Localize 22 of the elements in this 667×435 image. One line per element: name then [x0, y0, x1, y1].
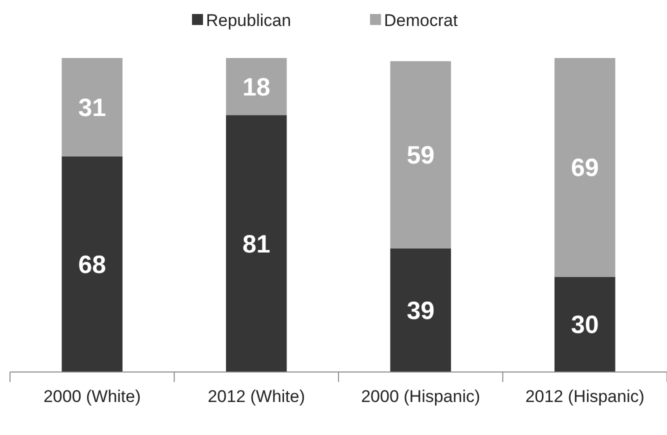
legend-label: Democrat: [384, 10, 458, 30]
bar: [390, 248, 452, 372]
bar: [554, 58, 616, 277]
data-label: 30: [570, 311, 599, 340]
bar: [554, 276, 616, 372]
data-label: 81: [242, 230, 270, 258]
bar: [62, 156, 123, 372]
data-label: 31: [78, 94, 106, 122]
data-label: 69: [570, 154, 599, 182]
data-label: 59: [406, 141, 435, 170]
data-label: 39: [406, 296, 435, 325]
bar: [226, 58, 287, 116]
data-label: 18: [242, 73, 270, 102]
bar: [390, 61, 452, 248]
bar: [62, 58, 123, 156]
bar: [226, 115, 287, 372]
x-tick-label: 2000 (White): [43, 387, 141, 406]
x-tick-label: 2012 (White): [208, 387, 306, 406]
x-tick-label: 2000 (Hispanic): [361, 387, 480, 406]
x-tick-label: 2012 (Hispanic): [525, 387, 644, 406]
data-label: 68: [78, 250, 106, 279]
legend-label: Republican: [206, 10, 292, 30]
